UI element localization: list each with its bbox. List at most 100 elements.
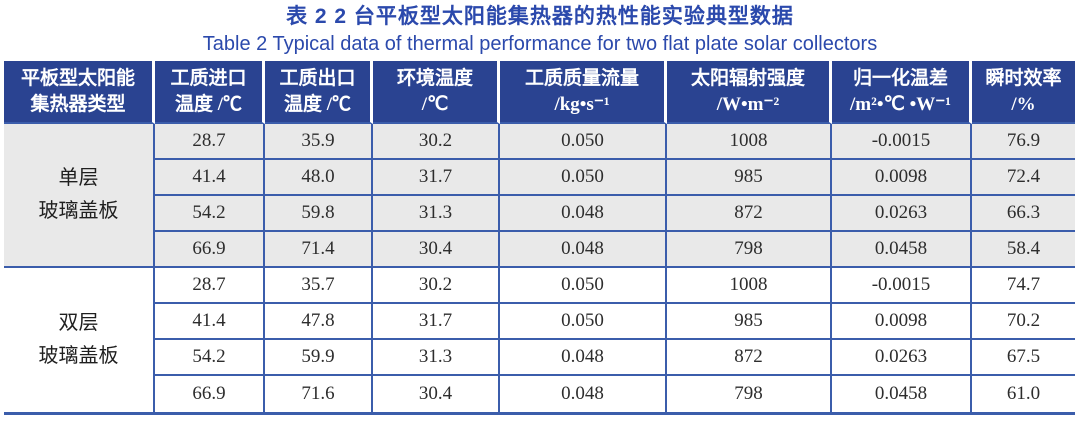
data-cell: 28.7 — [155, 124, 265, 160]
data-cell: 71.4 — [265, 232, 373, 268]
data-cell: 59.9 — [265, 340, 373, 376]
table-row: 41.4 47.8 31.7 0.050 985 0.0098 70.2 — [4, 304, 1075, 340]
header-line: /℃ — [421, 93, 449, 115]
header-line: 温度 /℃ — [174, 93, 243, 115]
table-row: 54.2 59.8 31.3 0.048 872 0.0263 66.3 — [4, 196, 1075, 232]
header-line: 环境温度 — [396, 67, 473, 89]
header-line: 太阳辐射强度 — [690, 67, 805, 89]
data-cell: 0.0098 — [832, 304, 972, 340]
solar-collector-data-table: 平板型太阳能 集热器类型 工质进口 温度 /℃ 工质出口 温度 /℃ 环境温度 … — [4, 61, 1075, 415]
group-label-double-glazing: 双层 玻璃盖板 — [4, 268, 155, 412]
data-cell: 41.4 — [155, 304, 265, 340]
data-cell: 47.8 — [265, 304, 373, 340]
data-cell: 30.4 — [373, 376, 500, 412]
data-cell: 30.2 — [373, 268, 500, 304]
header-collector-type: 平板型太阳能 集热器类型 — [4, 61, 155, 124]
header-normalized-temp-diff: 归一化温差 /m²•℃ •W⁻¹ — [832, 61, 972, 124]
data-cell: 985 — [667, 304, 832, 340]
data-cell: 76.9 — [972, 124, 1075, 160]
data-cell: 0.050 — [500, 160, 667, 196]
header-solar-irradiance: 太阳辐射强度 /W•m⁻² — [667, 61, 832, 124]
data-cell: 0.050 — [500, 268, 667, 304]
group-label-line: 单层 — [58, 167, 99, 189]
data-cell: 798 — [667, 232, 832, 268]
header-line: 工质出口 — [279, 67, 356, 89]
data-cell: 61.0 — [972, 376, 1075, 412]
data-cell: 872 — [667, 340, 832, 376]
data-cell: 31.7 — [373, 160, 500, 196]
header-line: 工质进口 — [170, 67, 247, 89]
table-title-english: Table 2 Typical data of thermal performa… — [202, 33, 878, 55]
data-cell: -0.0015 — [832, 124, 972, 160]
data-cell: 70.2 — [972, 304, 1075, 340]
data-cell: 30.2 — [373, 124, 500, 160]
header-inlet-temp: 工质进口 温度 /℃ — [155, 61, 265, 124]
table-row: 双层 玻璃盖板 28.7 35.7 30.2 0.050 1008 -0.001… — [4, 268, 1075, 412]
header-instantaneous-efficiency: 瞬时效率 /% — [972, 61, 1075, 124]
group-label-line: 玻璃盖板 — [38, 200, 119, 222]
data-cell: 54.2 — [155, 340, 265, 376]
data-cell: 66.9 — [155, 376, 265, 412]
data-cell: 28.7 — [155, 268, 265, 304]
data-cell: 0.0263 — [832, 340, 972, 376]
data-cell: 872 — [667, 196, 832, 232]
data-cell: 71.6 — [265, 376, 373, 412]
data-cell: 35.7 — [265, 268, 373, 304]
table-row: 单层 玻璃盖板 28.7 35.9 30.2 0.050 1008 -0.001… — [4, 124, 1075, 268]
data-cell: 48.0 — [265, 160, 373, 196]
data-cell: 66.3 — [972, 196, 1075, 232]
table-row: 66.9 71.4 30.4 0.048 798 0.0458 58.4 — [4, 232, 1075, 268]
data-cell: 0.0458 — [832, 376, 972, 412]
data-cell: 66.9 — [155, 232, 265, 268]
table-row: 54.2 59.9 31.3 0.048 872 0.0263 67.5 — [4, 340, 1075, 376]
header-row: 平板型太阳能 集热器类型 工质进口 温度 /℃ 工质出口 温度 /℃ 环境温度 … — [4, 61, 1075, 124]
data-cell: 72.4 — [972, 160, 1075, 196]
data-cell: -0.0015 — [832, 268, 972, 304]
header-line: 瞬时效率 — [985, 67, 1062, 89]
data-cell: 54.2 — [155, 196, 265, 232]
data-cell: 58.4 — [972, 232, 1075, 268]
header-line: 平板型太阳能 — [20, 67, 135, 89]
data-cell: 0.0098 — [832, 160, 972, 196]
data-cell: 0.048 — [500, 196, 667, 232]
header-line: /kg•s⁻¹ — [554, 93, 610, 115]
group-label-line: 双层 — [58, 312, 99, 334]
data-cell: 0.048 — [500, 340, 667, 376]
data-cell: 0.050 — [500, 304, 667, 340]
data-cell: 67.5 — [972, 340, 1075, 376]
data-cell: 0.048 — [500, 232, 667, 268]
header-outlet-temp: 工质出口 温度 /℃ — [265, 61, 373, 124]
table-title-chinese: 表 2 2 台平板型太阳能集热器的热性能实验典型数据 — [286, 5, 794, 28]
header-line: 集热器类型 — [30, 93, 126, 115]
table-row: 66.9 71.6 30.4 0.048 798 0.0458 61.0 — [4, 376, 1075, 412]
data-cell: 0.0263 — [832, 196, 972, 232]
data-cell: 31.3 — [373, 340, 500, 376]
header-line: /% — [1011, 93, 1036, 115]
data-cell: 1008 — [667, 124, 832, 160]
data-cell: 0.0458 — [832, 232, 972, 268]
header-mass-flow-rate: 工质质量流量 /kg•s⁻¹ — [500, 61, 667, 124]
data-cell: 30.4 — [373, 232, 500, 268]
header-line: 工质质量流量 — [524, 67, 639, 89]
data-cell: 985 — [667, 160, 832, 196]
data-cell: 74.7 — [972, 268, 1075, 304]
header-line: /m²•℃ •W⁻¹ — [850, 93, 951, 115]
data-cell: 41.4 — [155, 160, 265, 196]
header-line: 归一化温差 — [852, 67, 948, 89]
data-cell: 1008 — [667, 268, 832, 304]
header-line: 温度 /℃ — [283, 93, 352, 115]
group-label-line: 玻璃盖板 — [38, 345, 119, 367]
table-row: 41.4 48.0 31.7 0.050 985 0.0098 72.4 — [4, 160, 1075, 196]
data-cell: 31.3 — [373, 196, 500, 232]
data-cell: 798 — [667, 376, 832, 412]
data-cell: 0.050 — [500, 124, 667, 160]
table-caption: 表 2 2 台平板型太阳能集热器的热性能实验典型数据 Table 2 Typic… — [0, 0, 1080, 59]
header-line: /W•m⁻² — [716, 93, 780, 115]
data-cell: 35.9 — [265, 124, 373, 160]
data-cell: 0.048 — [500, 376, 667, 412]
data-cell: 59.8 — [265, 196, 373, 232]
group-label-single-glazing: 单层 玻璃盖板 — [4, 124, 155, 268]
data-cell: 31.7 — [373, 304, 500, 340]
header-ambient-temp: 环境温度 /℃ — [373, 61, 500, 124]
